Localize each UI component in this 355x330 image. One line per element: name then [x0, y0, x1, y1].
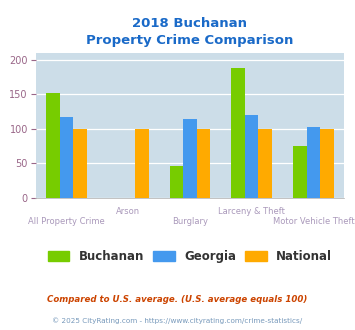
- Bar: [258, 129, 272, 198]
- Bar: [46, 93, 60, 198]
- Text: Arson: Arson: [116, 207, 140, 216]
- Bar: [73, 129, 87, 198]
- Text: All Property Crime: All Property Crime: [28, 217, 105, 226]
- Title: 2018 Buchanan
Property Crime Comparison: 2018 Buchanan Property Crime Comparison: [86, 17, 294, 48]
- Text: Larceny & Theft: Larceny & Theft: [218, 207, 285, 216]
- Bar: [307, 127, 320, 198]
- Bar: [170, 166, 183, 198]
- Text: Compared to U.S. average. (U.S. average equals 100): Compared to U.S. average. (U.S. average …: [47, 295, 308, 304]
- Bar: [320, 129, 334, 198]
- Bar: [183, 119, 197, 198]
- Bar: [231, 68, 245, 198]
- Legend: Buchanan, Georgia, National: Buchanan, Georgia, National: [43, 245, 337, 268]
- Bar: [293, 146, 307, 198]
- Text: © 2025 CityRating.com - https://www.cityrating.com/crime-statistics/: © 2025 CityRating.com - https://www.city…: [53, 317, 302, 324]
- Bar: [245, 115, 258, 198]
- Bar: [60, 117, 73, 198]
- Text: Motor Vehicle Theft: Motor Vehicle Theft: [273, 217, 354, 226]
- Text: Burglary: Burglary: [172, 217, 208, 226]
- Bar: [197, 129, 210, 198]
- Bar: [135, 129, 148, 198]
